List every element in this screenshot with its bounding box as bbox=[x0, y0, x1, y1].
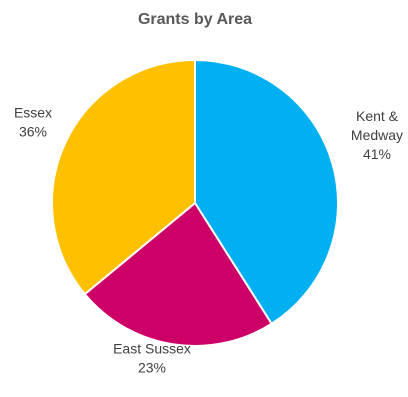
slice-label-kent-medway: Kent & Medway 41% bbox=[351, 108, 403, 162]
slice-name-label: East Sussex bbox=[113, 341, 191, 357]
slice-value-label: 36% bbox=[19, 124, 47, 140]
slice-label-essex: Essex 36% bbox=[14, 105, 52, 140]
slice-value-label: 23% bbox=[138, 360, 166, 376]
pie-slices bbox=[51, 59, 339, 347]
slice-label-east-sussex: East Sussex 23% bbox=[113, 341, 191, 376]
slice-name-label: Essex bbox=[14, 105, 52, 121]
slice-labels: Kent & Medway 41% East Sussex 23% Essex 36% bbox=[14, 105, 403, 376]
slice-value-label: 41% bbox=[363, 146, 391, 162]
chart-title: Grants by Area bbox=[138, 11, 252, 28]
slice-name-label: Kent & bbox=[356, 108, 399, 124]
pie-slice-essex bbox=[51, 59, 196, 296]
pie-slice-east-sussex bbox=[83, 202, 273, 347]
slice-name-label: Medway bbox=[351, 127, 403, 143]
